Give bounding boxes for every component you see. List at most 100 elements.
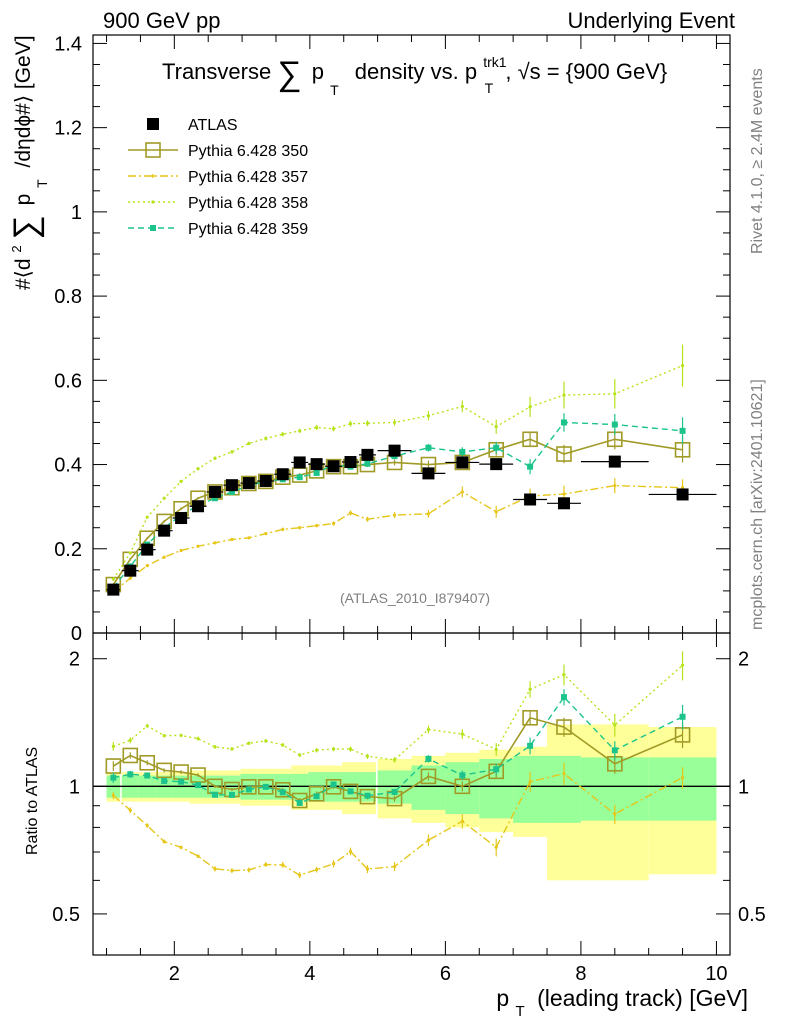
data-point [122, 747, 139, 764]
data-point [365, 867, 370, 871]
mcplots-label: mcplots.cern.ch [arXiv:2401.10621] [749, 379, 766, 630]
ratio-series-2 [111, 762, 685, 879]
data-point [298, 429, 302, 433]
legend-entry: ATLAS [147, 117, 238, 134]
data-point [162, 496, 166, 500]
series-line [113, 696, 683, 804]
data-point [611, 421, 618, 428]
legend-entry: Pythia 6.428 359 [128, 221, 308, 238]
data-point [225, 479, 238, 492]
data-point [391, 788, 398, 795]
data-point [348, 747, 353, 751]
data-point [679, 713, 686, 720]
y-tick-label: 0.2 [54, 539, 82, 561]
data-point [364, 460, 371, 467]
data-point [162, 555, 166, 559]
data-point [128, 738, 132, 742]
data-point [494, 425, 498, 429]
analysis-id: (ATLAS_2010_I879407) [340, 590, 490, 606]
data-point [298, 753, 302, 757]
data-point [680, 663, 685, 667]
ratio-y-axis-label: Ratio to ATLAS [24, 747, 41, 855]
data-point [196, 467, 200, 471]
data-point [192, 500, 205, 513]
data-point [110, 774, 117, 781]
data-point [522, 709, 538, 726]
data-point [128, 808, 132, 812]
data-point [560, 694, 567, 701]
data-point [460, 490, 464, 494]
y-tick-label: 1.2 [54, 118, 82, 140]
data-point [190, 767, 206, 783]
data-point [348, 849, 353, 854]
main-series-3 [111, 344, 685, 581]
data-point [611, 747, 618, 754]
data-point [365, 754, 370, 758]
data-point [494, 747, 498, 752]
x-tick-label: 6 [440, 963, 451, 985]
header-left: 900 GeV pp [103, 8, 220, 33]
ratio-y-tick-label-right: 2 [738, 649, 749, 671]
data-point [348, 511, 353, 515]
data-point [331, 747, 336, 751]
data-point [557, 497, 570, 510]
rivet-label: Rivet 4.1.0, ≥ 2.4M events [749, 68, 766, 254]
data-point [213, 456, 217, 460]
data-point [264, 532, 268, 536]
data-point [315, 868, 319, 872]
data-point [230, 537, 234, 542]
data-point [392, 758, 397, 762]
data-point [139, 754, 156, 771]
x-tick-label: 10 [705, 963, 727, 985]
data-point [213, 867, 217, 871]
data-point [111, 577, 115, 581]
x-tick-label: 8 [575, 963, 586, 985]
data-point [296, 474, 303, 481]
data-point [460, 732, 464, 736]
ratio-y-tick-label: 2 [69, 649, 80, 671]
data-point [680, 775, 685, 780]
data-point [158, 524, 171, 537]
series-line [112, 438, 683, 586]
data-point [179, 479, 183, 483]
ratio-y-tick-label: 1 [69, 776, 80, 798]
data-point [196, 854, 200, 858]
ratio-y-tick-label-right: 0.5 [738, 904, 766, 926]
data-point [178, 778, 185, 785]
legend-label: Pythia 6.428 358 [188, 195, 308, 212]
data-point [124, 564, 137, 577]
data-point [211, 791, 218, 798]
data-point [493, 444, 500, 451]
data-point [315, 748, 319, 752]
data-point [162, 839, 166, 844]
data-point [344, 456, 357, 469]
data-point [208, 485, 221, 498]
data-point [259, 474, 272, 487]
data-point [258, 779, 274, 795]
legend: ATLAS Pythia 6.428 350 Pythia 6.428 357 Pyt… [128, 117, 308, 238]
data-point [364, 792, 371, 799]
x-axis-label: p T (leading track) [GeV] [496, 985, 748, 1021]
data-point [313, 793, 320, 800]
data-point [145, 515, 149, 519]
data-point [195, 782, 202, 789]
data-point [365, 517, 370, 521]
data-point [342, 783, 359, 800]
series-line [112, 716, 683, 802]
chart-title: Transverse ∑ p T density vs. p trk1 T , … [162, 47, 667, 100]
legend-entry: Pythia 6.428 350 [128, 142, 308, 160]
main-series-0 [106, 444, 717, 596]
data-point [524, 493, 537, 506]
data-point [425, 755, 432, 762]
data-point [527, 742, 534, 749]
data-point [242, 477, 255, 490]
data-point [247, 868, 251, 872]
data-point [279, 789, 286, 796]
data-point [562, 492, 566, 496]
data-point [196, 737, 200, 741]
header-right: Underlying Event [567, 8, 735, 33]
data-point [230, 747, 234, 751]
data-point [213, 541, 217, 545]
data-point [528, 780, 532, 784]
data-point [315, 425, 319, 430]
